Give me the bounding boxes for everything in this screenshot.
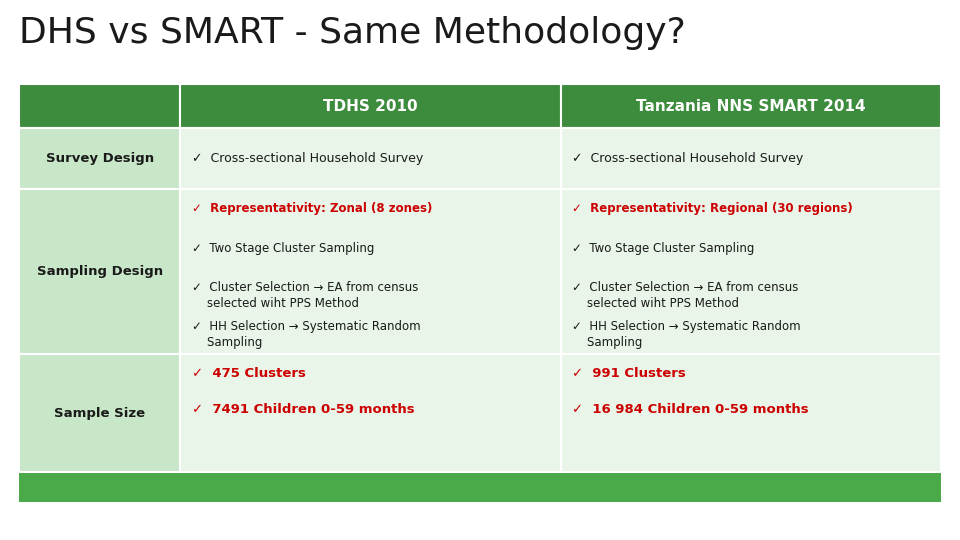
Bar xyxy=(561,354,941,472)
Text: ✓  Two Stage Cluster Sampling: ✓ Two Stage Cluster Sampling xyxy=(572,241,755,254)
Text: ✓  Representativity: Zonal (8 zones): ✓ Representativity: Zonal (8 zones) xyxy=(192,202,432,215)
Bar xyxy=(19,472,941,502)
Text: Sampling Design: Sampling Design xyxy=(36,265,163,278)
Bar xyxy=(180,84,561,129)
Bar xyxy=(561,188,941,354)
Text: ✓  Cross-sectional Household Survey: ✓ Cross-sectional Household Survey xyxy=(192,152,423,165)
Text: Survey Design: Survey Design xyxy=(46,152,154,165)
Text: ✓  475 Clusters: ✓ 475 Clusters xyxy=(192,367,306,380)
Text: ✓  Cross-sectional Household Survey: ✓ Cross-sectional Household Survey xyxy=(572,152,804,165)
Bar xyxy=(19,354,180,472)
Text: ✓  Cluster Selection → EA from census
    selected wiht PPS Method: ✓ Cluster Selection → EA from census sel… xyxy=(192,281,419,309)
Bar xyxy=(19,84,180,129)
Bar xyxy=(561,84,941,129)
Bar xyxy=(19,188,180,354)
Bar xyxy=(180,129,561,188)
Text: ✓  HH Selection → Systematic Random
    Sampling: ✓ HH Selection → Systematic Random Sampl… xyxy=(572,320,801,349)
Text: DHS vs SMART - Same Methodology?: DHS vs SMART - Same Methodology? xyxy=(19,16,686,50)
Text: ✓  Two Stage Cluster Sampling: ✓ Two Stage Cluster Sampling xyxy=(192,241,374,254)
Text: ✓  7491 Children 0-59 months: ✓ 7491 Children 0-59 months xyxy=(192,402,415,415)
Text: Tanzania NNS SMART 2014: Tanzania NNS SMART 2014 xyxy=(636,99,866,113)
Text: ✓  Representativity: Regional (30 regions): ✓ Representativity: Regional (30 regions… xyxy=(572,202,852,215)
Text: ✓  991 Clusters: ✓ 991 Clusters xyxy=(572,367,685,380)
Text: ✓  16 984 Children 0-59 months: ✓ 16 984 Children 0-59 months xyxy=(572,402,808,415)
Text: TDHS 2010: TDHS 2010 xyxy=(324,99,418,113)
Text: ✓  HH Selection → Systematic Random
    Sampling: ✓ HH Selection → Systematic Random Sampl… xyxy=(192,320,420,349)
Bar xyxy=(19,129,180,188)
Bar xyxy=(180,354,561,472)
Text: ✓  Cluster Selection → EA from census
    selected wiht PPS Method: ✓ Cluster Selection → EA from census sel… xyxy=(572,281,799,309)
Bar xyxy=(561,129,941,188)
Text: Sample Size: Sample Size xyxy=(55,407,145,420)
Bar xyxy=(180,188,561,354)
